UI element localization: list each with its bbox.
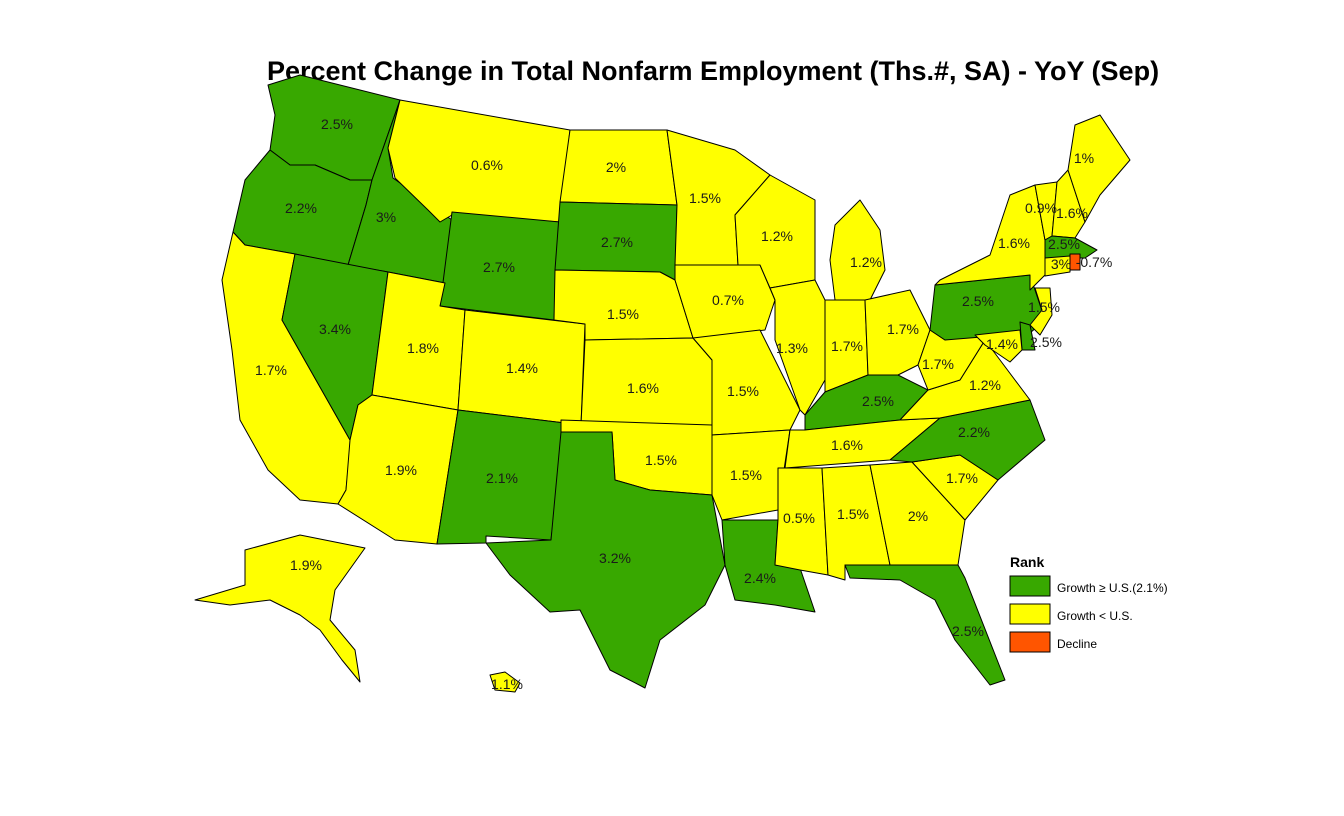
state-nj [1029,287,1053,336]
value-label-me: 1% [1074,150,1094,166]
value-label-tn: 1.6% [831,437,863,453]
value-label-ne: 1.5% [607,306,639,322]
value-label-ri: -0.7% [1076,254,1113,270]
value-label-al: 1.5% [837,506,869,522]
value-label-hi: 1.1% [491,676,523,692]
state-mi [829,199,886,301]
value-label-wa: 2.5% [321,116,353,132]
value-label-ut: 1.8% [407,340,439,356]
value-label-la: 2.4% [744,570,776,586]
states-layer [194,74,1131,693]
legend-label-decline: Decline [1057,637,1097,651]
value-label-fl: 2.5% [952,623,984,639]
legend-swatch-below [1009,603,1051,625]
value-label-oh: 1.7% [887,321,919,337]
value-label-nd: 2% [606,159,626,175]
value-label-mo: 1.5% [727,383,759,399]
legend-item-decline: Decline [1009,631,1097,653]
value-label-mn: 1.5% [689,190,721,206]
value-label-ok: 1.5% [645,452,677,468]
state-fl [844,564,1006,686]
value-label-ak: 1.9% [290,557,322,573]
value-label-wy: 2.7% [483,259,515,275]
value-label-ct: 3% [1051,256,1071,272]
value-label-in: 1.7% [831,338,863,354]
value-label-sd: 2.7% [601,234,633,250]
value-label-id: 3% [376,209,396,225]
value-label-ny: 1.6% [998,235,1030,251]
state-ct [1044,255,1071,277]
legend-swatch-above [1009,575,1051,597]
value-label-va: 1.2% [969,377,1001,393]
map-title: Percent Change in Total Nonfarm Employme… [267,56,1159,86]
legend: Rank Growth ≥ U.S.(2.1%) Growth < U.S. D… [1009,554,1168,653]
value-label-md: 1.4% [986,336,1018,352]
state-nh [1051,169,1086,239]
value-label-ia: 0.7% [712,292,744,308]
value-label-nc: 2.2% [958,424,990,440]
value-label-tx: 3.2% [599,550,631,566]
value-label-pa: 2.5% [962,293,994,309]
value-label-wv: 1.7% [922,356,954,372]
value-label-ar: 1.5% [730,467,762,483]
value-label-ga: 2% [908,508,928,524]
legend-title: Rank [1010,554,1044,570]
value-label-ks: 1.6% [627,380,659,396]
legend-label-above: Growth ≥ U.S.(2.1%) [1057,581,1168,595]
state-ga [869,461,966,566]
state-me [1067,114,1131,223]
value-label-vt: 0.9% [1025,200,1057,216]
value-label-nv: 3.4% [319,321,351,337]
value-label-il: 1.3% [776,340,808,356]
value-label-sc: 1.7% [946,470,978,486]
value-label-co: 1.4% [506,360,538,376]
value-label-de: 2.5% [1030,334,1062,350]
state-tx [485,431,726,689]
value-label-or: 2.2% [285,200,317,216]
value-label-az: 1.9% [385,462,417,478]
value-label-nj: 1.5% [1028,299,1060,315]
value-label-ms: 0.5% [783,510,815,526]
value-label-ky: 2.5% [862,393,894,409]
value-label-mt: 0.6% [471,157,503,173]
legend-item-below: Growth < U.S. [1009,603,1133,625]
value-label-nm: 2.1% [486,470,518,486]
value-label-ma: 2.5% [1048,236,1080,252]
value-label-nh: 1.6% [1056,205,1088,221]
state-ak [194,534,366,683]
state-ar [711,429,791,521]
state-md [974,329,1023,363]
value-label-wi: 1.2% [761,228,793,244]
value-label-ca: 1.7% [255,362,287,378]
value-labels-layer: 2.5% 2.2% 1.7% 3% 3.4% 0.6% 2.7% 1.8% 1.9% 1.4% 2.… [255,116,1112,692]
legend-item-above: Growth ≥ U.S.(2.1%) [1009,575,1168,597]
value-label-mi: 1.2% [850,254,882,270]
legend-label-below: Growth < U.S. [1057,609,1133,623]
legend-swatch-decline [1009,631,1051,653]
state-hi [489,671,521,693]
